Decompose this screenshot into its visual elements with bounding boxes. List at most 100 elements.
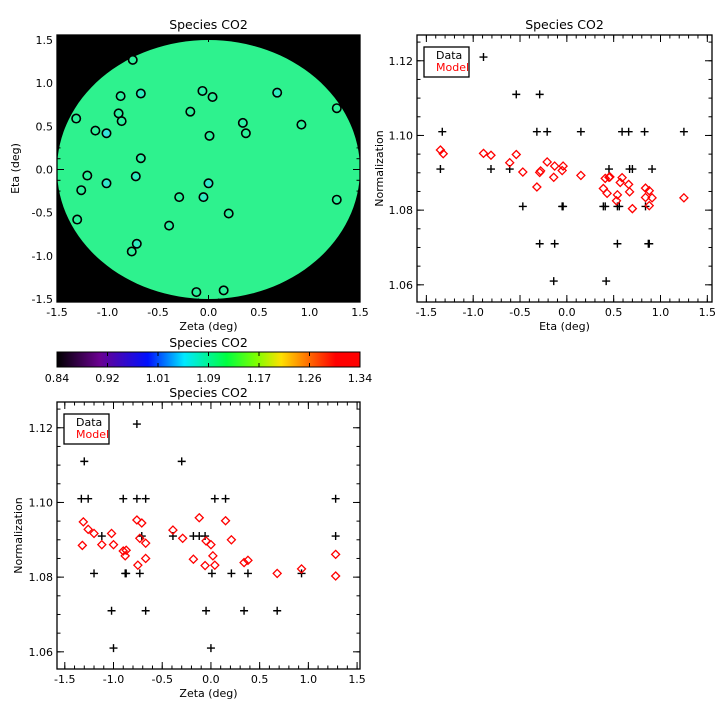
x-axis-label: Zeta (deg) bbox=[179, 320, 237, 333]
model-point-diamond bbox=[296, 564, 307, 574]
data-point-plus bbox=[679, 127, 688, 136]
data-point-plus bbox=[135, 569, 144, 578]
eta-plot-panel: -1.5 -1.0 -0.5 0.0 0.5 1.0 1.5 1.06 1.08 1.10 1.12… bbox=[373, 17, 716, 333]
model-point-diamond bbox=[140, 538, 151, 549]
model-point-diamond bbox=[118, 546, 129, 556]
x-tick-label: 1.5 bbox=[699, 306, 717, 319]
model-point-diamond bbox=[504, 157, 515, 168]
measurement-circle bbox=[126, 246, 137, 257]
y-axis-label: Normalization bbox=[12, 497, 25, 573]
x-tick-label: -0.5 bbox=[147, 306, 168, 319]
data-point-plus bbox=[436, 165, 445, 174]
colorbar-title: Species CO2 bbox=[169, 335, 248, 350]
data-point-plus bbox=[640, 127, 649, 136]
data-point-plus bbox=[576, 127, 585, 136]
model-point-diamond bbox=[624, 186, 635, 197]
y-tick-label: 1.10 bbox=[389, 129, 414, 142]
measurement-circle bbox=[203, 178, 214, 189]
measurement-circle bbox=[82, 170, 93, 181]
measurement-circle bbox=[135, 153, 146, 164]
legend-label-model: Model bbox=[436, 61, 469, 74]
measurement-circle bbox=[197, 85, 208, 96]
x-tick-label: 0.0 bbox=[200, 306, 218, 319]
model-point-diamond bbox=[168, 525, 178, 536]
data-point-plus bbox=[77, 494, 86, 503]
y-tick-label: 1.12 bbox=[389, 55, 414, 68]
data-point-plus bbox=[438, 127, 447, 136]
data-point-plus bbox=[512, 90, 521, 99]
data-point-plus bbox=[645, 239, 654, 248]
data-point-plus bbox=[90, 569, 99, 578]
y-axis-label: Normalization bbox=[373, 130, 386, 206]
measurement-circle bbox=[240, 128, 251, 139]
data-point-plus bbox=[141, 494, 150, 503]
model-point-diamond bbox=[647, 192, 657, 203]
model-point-diamond bbox=[206, 539, 216, 550]
data-point-plus bbox=[132, 420, 141, 429]
y-tick-label: 1.0 bbox=[36, 77, 54, 90]
y-tick-label: -1.5 bbox=[32, 293, 53, 306]
measurement-circle bbox=[164, 220, 175, 231]
model-point-diamond bbox=[486, 150, 496, 161]
colorbar-tick-label: 1.01 bbox=[146, 372, 171, 385]
measurement-circle bbox=[71, 113, 82, 124]
model-point-diamond bbox=[226, 534, 237, 545]
model-point-diamond bbox=[435, 145, 446, 155]
measurement-circle bbox=[331, 194, 342, 205]
y-tick-label: 1.08 bbox=[29, 571, 54, 584]
model-point-diamond bbox=[200, 560, 211, 571]
model-point-diamond bbox=[132, 560, 143, 571]
model-point-diamond bbox=[598, 183, 609, 194]
data-point-plus bbox=[97, 532, 106, 541]
measurement-circle bbox=[116, 116, 127, 127]
measurement-circle bbox=[135, 88, 146, 99]
model-point-diamond bbox=[243, 555, 253, 566]
x-tick-label: 1.5 bbox=[348, 673, 366, 686]
x-tick-label: 1.0 bbox=[652, 306, 670, 319]
model-point-diamond bbox=[602, 188, 613, 199]
data-point-plus bbox=[177, 457, 186, 466]
measurement-circle bbox=[331, 103, 342, 114]
model-point-diamond bbox=[549, 161, 560, 171]
zeta-plot-panel: -1.5 -1.0 -0.5 0.0 0.5 1.0 1.5 1.06 1.08 1.10 1.12… bbox=[12, 385, 366, 700]
model-point-diamond bbox=[644, 185, 655, 196]
measurement-circle bbox=[223, 208, 234, 219]
x-tick-label: 0.5 bbox=[251, 673, 269, 686]
colorbar-tick-label: 1.17 bbox=[247, 372, 272, 385]
model-point-diamond bbox=[600, 173, 611, 184]
measurement-circle bbox=[174, 192, 185, 203]
model-point-diamond bbox=[640, 192, 651, 203]
data-point-plus bbox=[119, 494, 128, 503]
model-point-diamond bbox=[640, 183, 651, 194]
data-point-plus bbox=[535, 90, 544, 99]
measurement-circle bbox=[272, 87, 283, 98]
data-point-plus bbox=[84, 494, 93, 503]
measurement-circle bbox=[115, 91, 126, 102]
model-point-diamond bbox=[134, 533, 145, 544]
model-point-diamond bbox=[177, 533, 188, 544]
measurement-circle bbox=[72, 214, 83, 225]
data-point-plus bbox=[549, 277, 558, 286]
y-tick-label: 1.06 bbox=[29, 646, 54, 659]
x-tick-label: -1.0 bbox=[97, 306, 118, 319]
model-point-diamond bbox=[209, 560, 220, 571]
model-point-diamond bbox=[627, 203, 638, 214]
measurement-circle bbox=[296, 119, 307, 130]
data-point-plus bbox=[132, 494, 141, 503]
model-point-diamond bbox=[330, 571, 341, 581]
y-tick-label: 0.5 bbox=[36, 120, 54, 133]
y-tick-label: 1.06 bbox=[389, 279, 414, 292]
measurement-circle bbox=[101, 128, 112, 139]
legend-label-data: Data bbox=[436, 49, 462, 62]
x-tick-label: -1.5 bbox=[416, 306, 437, 319]
model-point-diamond bbox=[108, 539, 119, 550]
measurement-circle bbox=[101, 178, 112, 189]
x-tick-label: 1.5 bbox=[351, 306, 369, 319]
model-point-diamond bbox=[548, 172, 559, 183]
data-point-plus bbox=[107, 606, 116, 615]
x-tick-label: 0.5 bbox=[605, 306, 623, 319]
data-point-plus bbox=[624, 127, 633, 136]
